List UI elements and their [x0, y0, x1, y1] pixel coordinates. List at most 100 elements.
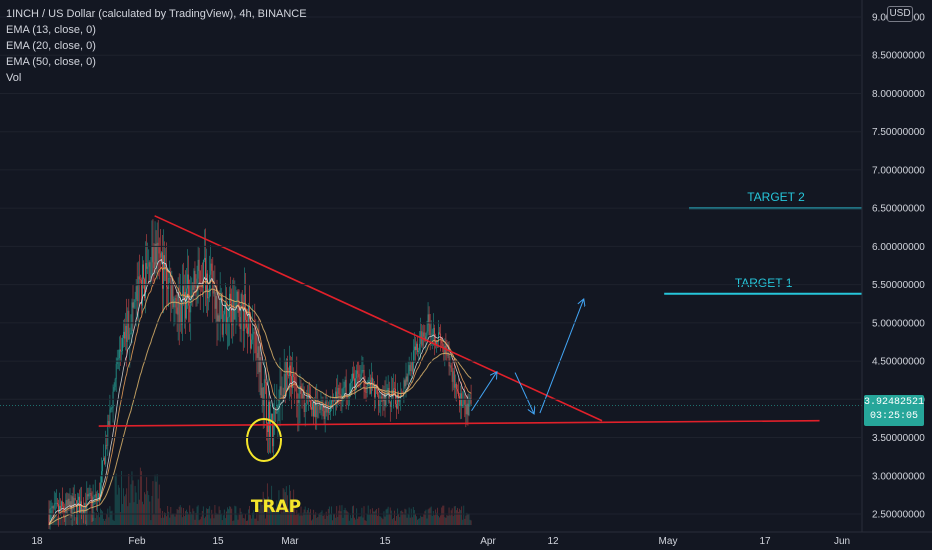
- candle-body: [61, 501, 62, 510]
- symbol-title[interactable]: 1INCH / US Dollar (calculated by Trading…: [6, 8, 307, 20]
- chart-legend: 1INCH / US Dollar (calculated by Trading…: [6, 6, 307, 86]
- volume-bar: [222, 515, 224, 525]
- candle-body: [290, 365, 291, 377]
- volume-bar: [185, 511, 186, 525]
- volume-bar: [436, 512, 437, 525]
- candle-body: [340, 395, 342, 402]
- volume-bar: [255, 518, 257, 525]
- projection-arrow[interactable]: [471, 373, 497, 412]
- volume-bar: [139, 467, 141, 525]
- candle-body: [106, 444, 108, 446]
- candle-body: [164, 255, 165, 270]
- candle-body: [114, 379, 116, 387]
- volume-bar: [82, 511, 84, 525]
- volume-bar: [177, 510, 179, 525]
- volume-bar: [312, 519, 313, 525]
- candle-body: [353, 373, 354, 379]
- volume-bar: [433, 515, 435, 525]
- candle-body: [458, 391, 459, 397]
- indicator-ema-13[interactable]: EMA (13, close, 0): [6, 24, 96, 36]
- candle-body: [407, 374, 409, 382]
- projection-arrow[interactable]: [514, 372, 534, 414]
- candle-body: [235, 302, 237, 309]
- candle-body: [258, 346, 260, 373]
- candle-body: [449, 365, 451, 367]
- candle-body: [194, 270, 196, 288]
- candle-body: [202, 259, 204, 288]
- candle-body: [247, 327, 248, 334]
- volume-bar: [236, 515, 238, 525]
- volume-bar: [258, 509, 260, 525]
- candle-body: [380, 396, 382, 405]
- price-axis[interactable]: 2.500000003.000000003.500000004.00000000…: [0, 0, 932, 532]
- candle-body: [337, 387, 339, 402]
- trap-circle[interactable]: [246, 418, 282, 462]
- volume-bar: [92, 517, 94, 525]
- volume-bar: [77, 506, 79, 525]
- indicator-volume[interactable]: Vol: [6, 72, 22, 84]
- volume-bar: [384, 516, 386, 525]
- candle-body: [332, 400, 333, 402]
- candle-body: [177, 292, 179, 315]
- candle-body: [109, 409, 111, 427]
- candle-body: [154, 243, 156, 269]
- volume-bar: [210, 518, 212, 525]
- candle-body: [299, 386, 301, 394]
- volume-bar: [193, 511, 195, 525]
- currency-badge[interactable]: USD: [887, 6, 913, 22]
- volume-bar: [237, 519, 239, 525]
- candle-body: [165, 263, 166, 270]
- candle-body: [87, 494, 89, 497]
- volume-bar: [101, 510, 102, 525]
- candle-body: [205, 257, 206, 292]
- volume-bar: [365, 520, 367, 525]
- volume-bar: [284, 492, 286, 525]
- candle-body: [108, 421, 110, 427]
- volume-bar: [242, 518, 244, 525]
- projection-arrow[interactable]: [539, 300, 583, 414]
- volume-bar: [467, 513, 469, 525]
- volume-bar: [401, 510, 403, 525]
- volume-bar: [297, 513, 299, 525]
- candle-body: [60, 505, 61, 510]
- volume-bar: [211, 509, 213, 525]
- candle-body: [55, 502, 57, 504]
- volume-bar: [356, 508, 358, 525]
- volume-bar: [155, 481, 157, 525]
- candle-body: [219, 298, 221, 322]
- indicator-ema-20[interactable]: EMA (20, close, 0): [6, 40, 96, 52]
- time-axis[interactable]: 18 Feb 15 Mar 15 Apr 12 May 17 Jun: [0, 531, 932, 550]
- candle-body: [430, 334, 432, 336]
- candle-body: [265, 382, 267, 424]
- horizontal-support-line[interactable]: [98, 419, 820, 427]
- candle-body: [260, 357, 262, 398]
- volume-bar: [165, 513, 166, 525]
- candle-body: [456, 383, 457, 390]
- candle-body: [334, 400, 335, 401]
- volume-bar: [248, 509, 249, 525]
- volume-bars: [48, 467, 472, 525]
- descending-resistance-line[interactable]: [154, 215, 603, 422]
- volume-bar: [445, 517, 447, 525]
- candle-body: [336, 391, 338, 402]
- candle-body: [74, 498, 76, 501]
- candle-body: [168, 278, 170, 289]
- candle-body: [468, 399, 470, 416]
- candle-body: [207, 273, 208, 299]
- indicator-ema-50[interactable]: EMA (50, close, 0): [6, 56, 96, 68]
- volume-bar: [402, 511, 404, 525]
- candle-body: [333, 400, 334, 402]
- candle-body: [463, 399, 465, 405]
- candle-body: [346, 396, 348, 398]
- volume-bar: [111, 510, 113, 525]
- volume-bar: [319, 512, 321, 525]
- volume-bar: [146, 477, 148, 525]
- candle-body: [125, 325, 127, 339]
- volume-bar: [286, 495, 288, 525]
- volume-bar: [229, 506, 231, 525]
- volume-bar: [320, 512, 322, 525]
- volume-bar: [98, 517, 100, 525]
- ema-13-line: [48, 258, 472, 525]
- candle-body: [173, 299, 175, 308]
